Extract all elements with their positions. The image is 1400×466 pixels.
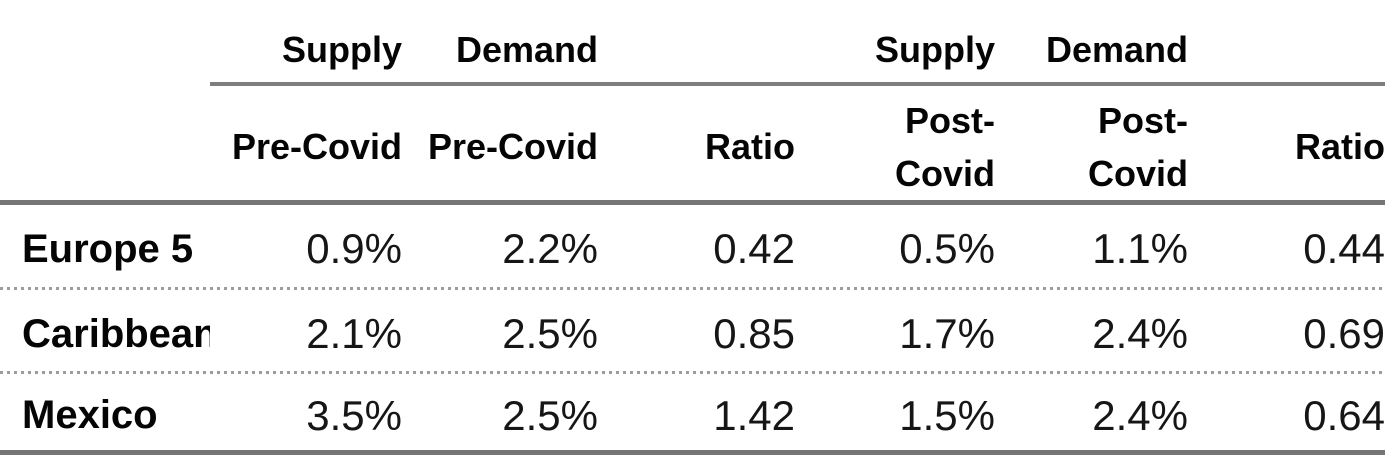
header-demand-post-covid: Post- Covid: [995, 84, 1188, 205]
header-corner-empty: [0, 0, 210, 84]
header-demand-post-line1: Post-: [1098, 100, 1188, 141]
cell-europe5-ratio-post: 0.44: [1303, 225, 1385, 273]
header-group2-supply: Supply: [795, 0, 995, 86]
dotted-separator: [0, 370, 1400, 375]
header-rowlabel-empty: [0, 84, 210, 205]
dotted-separator: [0, 286, 1400, 291]
spacer: [1385, 0, 1400, 84]
header-group-row: Supply Demand Supply Demand: [0, 0, 1400, 86]
header-supply-post-line1: Post-: [905, 100, 995, 141]
cell-caribbean-demand-pre: 2.5%: [502, 310, 598, 357]
cell-caribbean-ratio-post: 0.69: [1303, 310, 1385, 357]
header-group1-demand: Demand: [402, 0, 598, 86]
cell-mexico-demand-pre: 2.5%: [402, 374, 598, 455]
cell-mexico-demand-post: 2.4%: [995, 374, 1188, 455]
header-group2-demand: Demand: [995, 0, 1188, 86]
table-row-mexico: Mexico 3.5% 2.5% 1.42 1.5% 2.4% 0.64: [0, 374, 1400, 455]
cell-caribbean-ratio-pre: 0.85: [713, 310, 795, 357]
cell-europe5-supply-post: 0.5%: [899, 225, 995, 273]
cell-europe5-demand-pre: 2.2%: [502, 225, 598, 273]
header-group1-supply: Supply: [210, 0, 402, 86]
header-supply-post-covid: Post- Covid: [795, 84, 995, 205]
cell-mexico-supply-pre: 3.5%: [210, 374, 402, 455]
header-group2-ratio-empty: [1188, 0, 1385, 86]
header-demand-post-line2: Covid: [1087, 153, 1188, 194]
dotted-rule: [0, 370, 1385, 375]
cell-mexico-supply-post: 1.5%: [795, 374, 995, 455]
header-supply-post-line2: Covid: [894, 153, 995, 194]
spacer: [1385, 375, 1400, 453]
row-label-caribbean: Caribbean: [22, 311, 210, 356]
header-ratio-pre: Ratio: [598, 84, 795, 205]
header-sub-row: Pre-Covid Pre-Covid Ratio Post- Covid Po…: [0, 84, 1400, 205]
table-row-caribbean: Caribbean 2.1% 2.5% 0.85 1.7% 2.4% 0.69: [0, 291, 1400, 371]
spacer: [1385, 203, 1400, 287]
spacer: [1385, 84, 1400, 203]
header-supply-pre-covid: Pre-Covid: [210, 84, 402, 205]
spacer: [1385, 291, 1400, 371]
cell-caribbean-supply-pre: 2.1%: [306, 310, 402, 357]
header-group1-ratio-empty: [598, 0, 795, 86]
cell-mexico-ratio-post: 0.64: [1188, 374, 1385, 455]
cell-europe5-ratio-pre: 0.42: [713, 225, 795, 273]
table-row-europe-5: Europe 5 0.9% 2.2% 0.42 0.5% 1.1% 0.44: [0, 203, 1400, 287]
cell-europe5-demand-post: 1.1%: [1092, 225, 1188, 273]
dotted-rule: [0, 286, 1385, 291]
header-ratio-post: Ratio: [1188, 84, 1385, 205]
row-label-mexico: Mexico: [0, 374, 210, 455]
header-demand-pre-covid: Pre-Covid: [402, 84, 598, 205]
supply-demand-table: Supply Demand Supply Demand Pre-Covid Pr…: [0, 0, 1400, 455]
cell-mexico-ratio-pre: 1.42: [598, 374, 795, 455]
cell-europe5-supply-pre: 0.9%: [306, 225, 402, 273]
row-label-europe-5: Europe 5: [22, 226, 194, 271]
cell-caribbean-demand-post: 2.4%: [1092, 310, 1188, 357]
cell-caribbean-supply-post: 1.7%: [899, 310, 995, 357]
